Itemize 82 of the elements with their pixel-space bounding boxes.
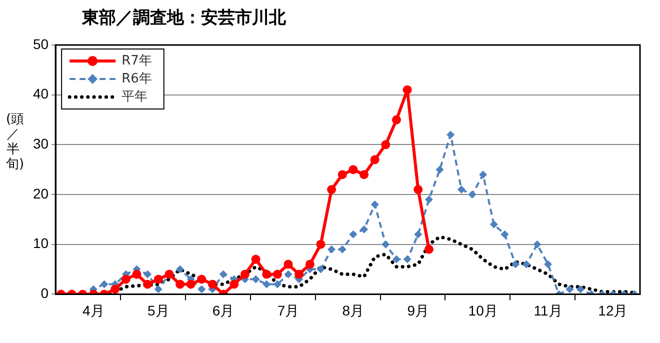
point <box>198 285 206 294</box>
point <box>262 280 271 288</box>
point <box>176 265 184 274</box>
point <box>512 260 520 268</box>
y-tick-label: 0 <box>40 285 49 302</box>
point <box>327 185 336 194</box>
y-tick-label: 30 <box>32 136 49 152</box>
point <box>348 165 358 174</box>
point <box>457 186 466 194</box>
point <box>436 166 444 174</box>
x-tick-label: 6月 <box>212 302 234 318</box>
point <box>500 230 509 238</box>
point <box>305 260 314 269</box>
point <box>479 170 488 179</box>
legend-label: R7年 <box>122 53 152 68</box>
point <box>468 190 476 199</box>
point <box>251 254 260 264</box>
point <box>490 220 498 228</box>
point <box>284 270 292 278</box>
point <box>186 280 196 289</box>
point <box>370 155 380 164</box>
x-tick-label: 9月 <box>407 302 430 318</box>
point <box>154 274 163 284</box>
point <box>143 280 152 289</box>
point <box>230 280 239 289</box>
point <box>110 284 120 294</box>
point <box>132 270 142 279</box>
point <box>402 85 412 94</box>
point <box>176 280 185 289</box>
point <box>414 230 422 238</box>
point <box>262 270 272 279</box>
point <box>273 280 282 288</box>
point <box>349 230 358 238</box>
point <box>316 265 325 274</box>
x-tick-label: 7月 <box>277 302 300 318</box>
point <box>392 115 401 124</box>
point <box>100 280 108 288</box>
point <box>522 260 530 268</box>
y-tick-label: 50 <box>32 36 49 52</box>
point <box>240 270 250 279</box>
point <box>252 275 260 284</box>
point <box>403 255 412 264</box>
point <box>533 240 542 248</box>
point <box>219 270 228 278</box>
y-axis-title: (頭／半旬) <box>6 112 24 172</box>
point <box>414 185 423 194</box>
chart-title: 東部／調査地：安芸市川北 <box>82 7 286 29</box>
legend-label: 平年 <box>122 89 148 104</box>
point <box>544 260 552 268</box>
y-tick-label: 10 <box>32 235 49 252</box>
point <box>370 200 379 208</box>
x-tick-label: 8月 <box>342 302 364 318</box>
point <box>392 255 400 264</box>
point <box>284 260 293 269</box>
point <box>446 130 455 139</box>
point <box>208 280 217 289</box>
x-tick-label: 5月 <box>147 302 170 318</box>
x-tick-label: 11月 <box>534 302 562 318</box>
x-tick-label: 12月 <box>598 302 628 318</box>
x-tick-label: 4月 <box>82 302 104 318</box>
point <box>328 245 336 254</box>
point <box>360 225 368 234</box>
point <box>576 285 584 294</box>
point <box>381 140 390 150</box>
y-tick-label: 40 <box>32 86 49 102</box>
legend-label: R6年 <box>122 71 152 86</box>
point <box>154 285 162 294</box>
point <box>121 274 130 284</box>
point <box>382 240 390 248</box>
x-tick-label: 10月 <box>468 302 498 318</box>
y-tick-label: 20 <box>32 185 49 202</box>
point <box>197 274 206 284</box>
point <box>338 170 347 180</box>
point <box>144 270 152 278</box>
point <box>272 270 282 279</box>
point <box>360 170 369 180</box>
point <box>294 270 304 279</box>
point <box>338 245 346 254</box>
point <box>424 196 433 204</box>
point <box>424 244 434 254</box>
point <box>316 240 326 249</box>
point <box>566 285 574 294</box>
